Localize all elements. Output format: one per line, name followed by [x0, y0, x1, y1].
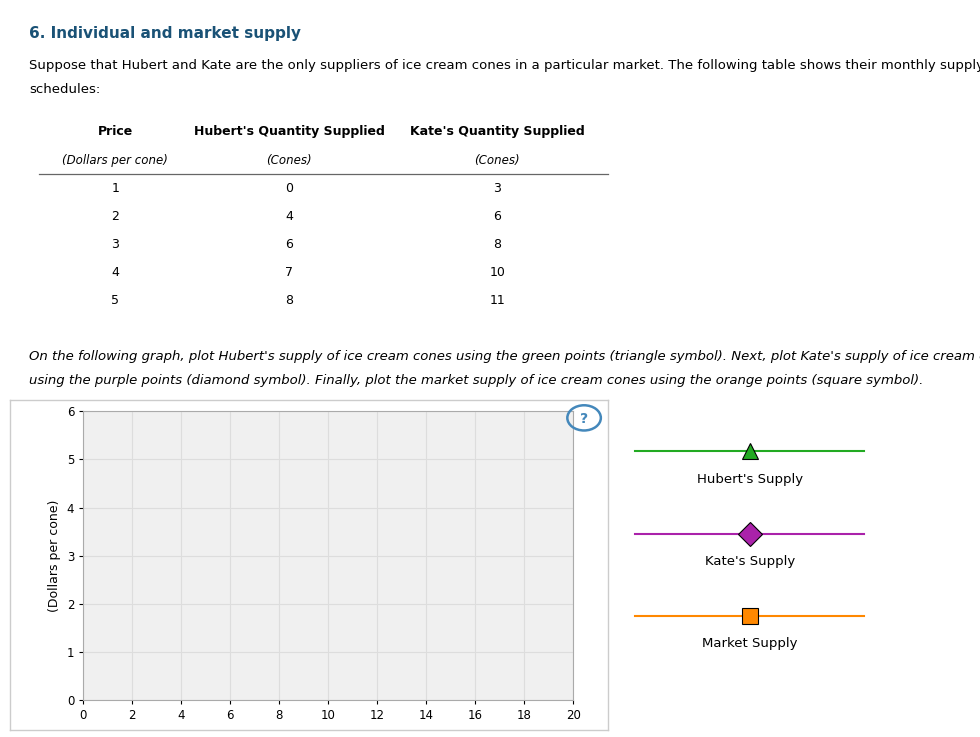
Text: 2: 2: [111, 210, 120, 223]
Text: Hubert's Supply: Hubert's Supply: [697, 472, 803, 486]
Text: Kate's Quantity Supplied: Kate's Quantity Supplied: [410, 125, 585, 139]
Text: 1: 1: [111, 182, 120, 195]
Text: Kate's Supply: Kate's Supply: [705, 555, 795, 568]
Text: 10: 10: [489, 266, 506, 279]
Text: 8: 8: [493, 238, 502, 251]
Text: 7: 7: [285, 266, 293, 279]
Text: (Cones): (Cones): [267, 153, 312, 167]
Text: 5: 5: [111, 294, 120, 307]
Text: schedules:: schedules:: [29, 83, 101, 96]
Text: using the purple points (diamond symbol). Finally, plot the market supply of ice: using the purple points (diamond symbol)…: [29, 374, 924, 388]
Text: (Dollars per cone): (Dollars per cone): [62, 153, 169, 167]
Text: On the following graph, plot Hubert's supply of ice cream cones using the green : On the following graph, plot Hubert's su…: [29, 350, 980, 363]
Text: (Cones): (Cones): [474, 153, 520, 167]
Text: 3: 3: [111, 238, 120, 251]
Text: 4: 4: [111, 266, 120, 279]
Text: 0: 0: [285, 182, 293, 195]
Text: Suppose that Hubert and Kate are the only suppliers of ice cream cones in a part: Suppose that Hubert and Kate are the onl…: [29, 59, 980, 72]
Y-axis label: (Dollars per cone): (Dollars per cone): [48, 500, 61, 612]
Text: Hubert's Quantity Supplied: Hubert's Quantity Supplied: [194, 125, 384, 139]
Text: 6. Individual and market supply: 6. Individual and market supply: [29, 26, 302, 41]
Text: 6: 6: [493, 210, 502, 223]
Text: 11: 11: [489, 294, 506, 307]
Text: ?: ?: [580, 412, 588, 426]
Text: Price: Price: [98, 125, 132, 139]
Text: 4: 4: [285, 210, 293, 223]
Text: 6: 6: [285, 238, 293, 251]
Text: 3: 3: [493, 182, 502, 195]
Text: 8: 8: [285, 294, 293, 307]
Text: Market Supply: Market Supply: [702, 638, 798, 650]
